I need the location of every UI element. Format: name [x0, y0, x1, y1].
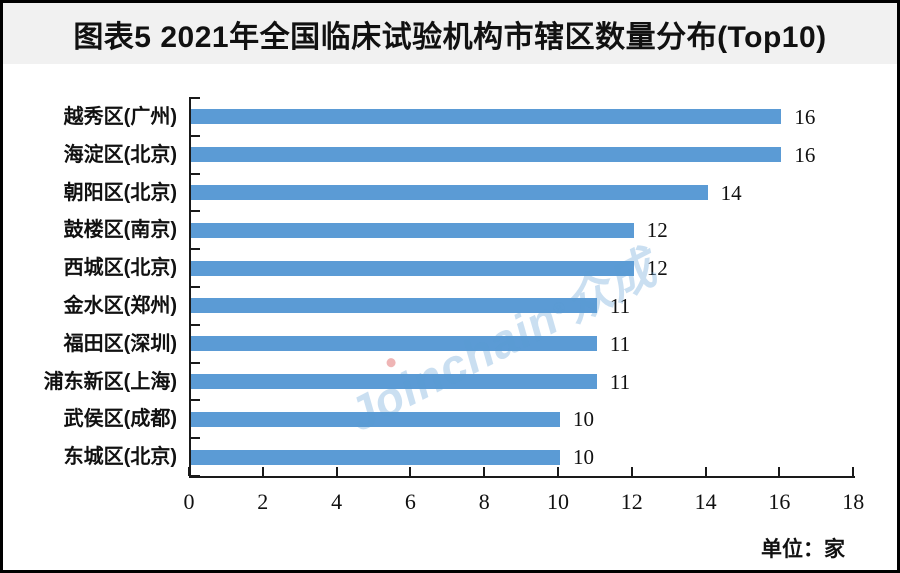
plot-area: 0 2 4 6 8 10 12 14 16 18 越秀区(广州) 16 海淀区(北京) 16 朝阳区(北京)…	[3, 3, 897, 570]
category-label: 朝阳区(北京)	[63, 181, 177, 204]
y-tick	[189, 248, 200, 251]
category-label: 武侯区(成都)	[63, 408, 177, 431]
x-tick	[852, 467, 855, 476]
bar	[191, 374, 597, 389]
bar	[191, 147, 782, 163]
x-tick	[778, 467, 781, 476]
value-label: 11	[609, 331, 631, 356]
x-tick-label: 16	[768, 489, 791, 514]
y-tick	[189, 172, 200, 175]
unit-label: 单位：家	[761, 538, 845, 561]
bar	[191, 411, 560, 427]
y-tick	[189, 210, 200, 213]
x-tick	[630, 467, 633, 476]
category-label: 海淀区(北京)	[63, 143, 177, 166]
category-label: 福田区(深圳)	[63, 332, 177, 355]
bar	[191, 109, 782, 125]
category-label: 东城区(北京)	[63, 446, 177, 469]
category-label: 金水区(郑州)	[63, 294, 177, 317]
x-tick	[335, 467, 338, 476]
x-tick	[261, 467, 264, 476]
x-tick-label: 2	[257, 489, 269, 514]
y-tick	[189, 399, 200, 402]
y-tick	[189, 475, 200, 477]
x-tick	[409, 467, 412, 476]
value-label: 14	[720, 180, 742, 205]
x-tick	[704, 467, 707, 476]
x-tick-label: 12	[620, 489, 643, 514]
bar	[191, 260, 634, 276]
x-tick	[557, 467, 559, 476]
x-tick-label: 6	[404, 489, 416, 514]
x-tick-label: 8	[478, 489, 490, 514]
value-label: 12	[646, 256, 668, 281]
title-band: 图表5 2021年全国临床试验机构市辖区数量分布(Top10)	[3, 3, 897, 64]
bar	[191, 185, 708, 200]
x-tick-label: 10	[547, 489, 569, 514]
value-label: 11	[609, 369, 631, 394]
x-tick-label: 0	[183, 489, 195, 514]
x-tick-label: 18	[842, 489, 865, 514]
x-tick	[483, 467, 486, 476]
y-tick	[189, 361, 200, 364]
y-tick	[189, 134, 200, 137]
chart-title: 图表5 2021年全国临床试验机构市辖区数量分布(Top10)	[73, 20, 827, 54]
value-label: 12	[646, 218, 668, 243]
y-tick	[189, 323, 200, 326]
value-label: 16	[794, 104, 816, 129]
category-label: 西城区(北京)	[63, 257, 177, 280]
value-label: 10	[573, 445, 594, 470]
category-label: 越秀区(广州)	[63, 105, 177, 128]
y-tick	[189, 437, 200, 440]
bar	[191, 336, 597, 352]
x-tick	[188, 467, 190, 476]
category-label: 鼓楼区(南京)	[63, 219, 177, 242]
x-tick-label: 4	[331, 489, 343, 514]
x-tick-label: 14	[694, 489, 717, 514]
bar	[191, 298, 597, 314]
bar	[191, 449, 560, 465]
value-label: 16	[794, 142, 816, 167]
y-tick	[189, 286, 200, 288]
value-label: 10	[573, 407, 594, 432]
y-tick	[189, 97, 200, 99]
y-axis	[189, 98, 191, 478]
value-label: 11	[609, 293, 631, 318]
bar	[191, 222, 634, 238]
x-axis	[189, 476, 856, 478]
category-label: 浦东新区(上海)	[43, 370, 177, 393]
